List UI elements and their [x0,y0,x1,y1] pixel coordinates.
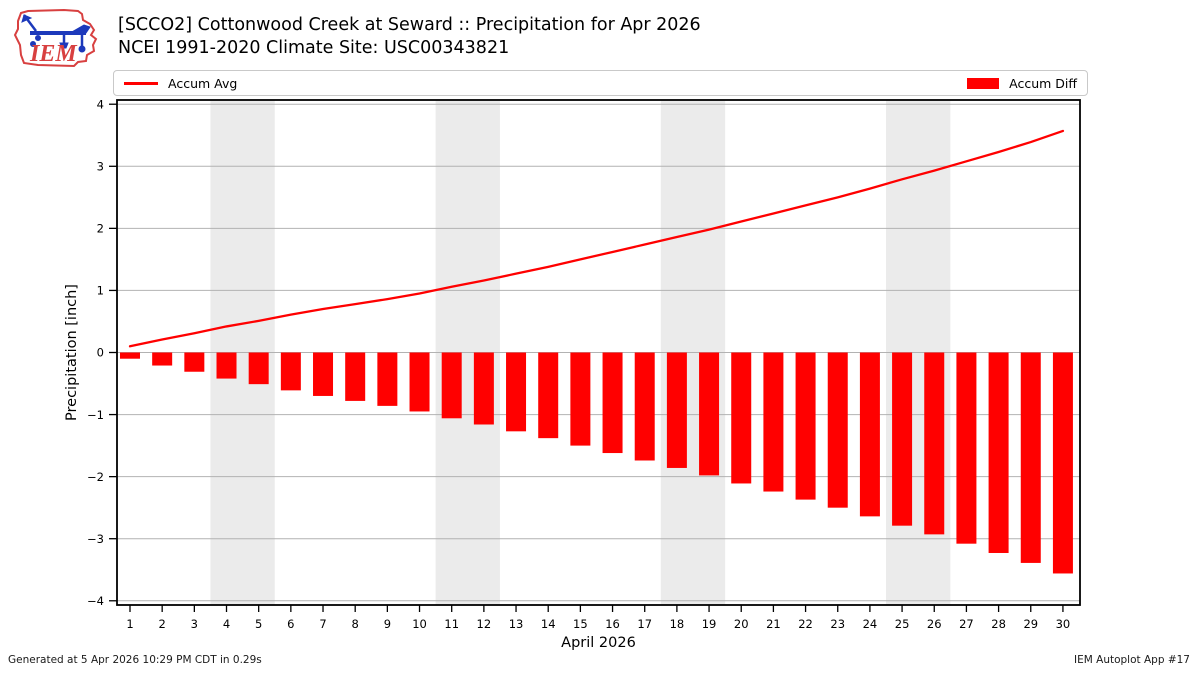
x-tick-label: 25 [895,617,910,631]
y-tick-label: 4 [97,97,104,111]
x-tick-label: 29 [1023,617,1038,631]
y-tick-label: 0 [97,346,104,360]
y-tick-label: 1 [97,284,104,298]
accum-diff-bar-day-24 [859,352,880,517]
y-tick-label: −4 [87,594,104,608]
accum-diff-bar-day-2 [152,352,173,366]
accum-diff-bar-day-10 [409,352,430,412]
accum-avg-line [128,129,1065,348]
x-tick-label: 23 [830,617,845,631]
accum-diff-bar-day-4 [216,352,237,379]
x-tick-label: 28 [991,617,1006,631]
accum-diff-bar-day-16 [602,352,623,454]
y-axis-title: Precipitation [inch] [64,284,80,421]
accum-diff-label: Accum Diff [1009,75,1077,91]
accum-diff-bar-day-15 [570,352,591,446]
x-axis-title: April 2026 [561,635,636,651]
autoplot-app-ref: IEM Autoplot App #17 [1074,654,1190,666]
y-tick-label: −1 [87,408,104,422]
accum-avg-label: Accum Avg [168,75,238,91]
accum-diff-bar-day-29 [1020,352,1041,563]
x-tick-label: 19 [702,617,717,631]
logo-iem-label: IEM [29,41,78,67]
x-tick-label: 5 [255,617,262,631]
x-tick-label: 26 [927,617,942,631]
x-tick-label: 2 [159,617,166,631]
accum-diff-bar-day-3 [184,352,205,372]
accum-diff-bar-day-1 [120,352,140,359]
accum-diff-bar-day-12 [473,352,494,425]
x-tick-label: 16 [605,617,620,631]
weather-vane-icon [21,14,91,53]
accum-diff-bar-day-14 [538,352,559,439]
y-tick-label: 2 [97,222,104,236]
y-tick-label: −2 [87,470,104,484]
x-tick-label: 10 [412,617,427,631]
accum-diff-bar-day-26 [924,352,945,535]
x-tick-label: 7 [319,617,326,631]
accum-diff-bar-day-30 [1052,352,1073,574]
accum-diff-bar-day-22 [795,352,816,500]
generated-timestamp: Generated at 5 Apr 2026 10:29 PM CDT in … [8,654,262,666]
x-tick-label: 4 [223,617,230,631]
accum-diff-bar-day-8 [345,352,366,401]
accum-diff-bar-day-18 [666,352,687,468]
accum-diff-bar-day-27 [956,352,977,544]
y-tick-label: −3 [87,532,104,546]
accum-avg-line-swatch-icon [124,81,158,85]
x-tick-label: 14 [541,617,556,631]
x-tick-label: 30 [1056,617,1071,631]
x-tick-label: 6 [287,617,294,631]
accum-diff-bar-day-23 [827,352,848,508]
x-tick-label: 18 [670,617,685,631]
legend-entry-accum-avg: Accum Avg [124,76,237,91]
accum-diff-bar-day-11 [441,352,462,419]
accum-diff-bar-day-6 [280,352,301,391]
x-tick-label: 21 [766,617,781,631]
x-tick-label: 3 [191,617,198,631]
accum-diff-bar-day-20 [731,352,752,484]
accum-diff-bar-day-25 [892,352,913,526]
x-tick-label: 12 [477,617,492,631]
x-tick-label: 13 [509,617,524,631]
header: IEM [SCCO2] Cottonwood Creek at Seward :… [0,0,1200,68]
accum-diff-bar-day-13 [506,352,527,432]
chart-subtitle: NCEI 1991-2020 Climate Site: USC00343821 [118,38,510,59]
x-tick-label: 9 [384,617,391,631]
x-tick-label: 11 [444,617,459,631]
accum-diff-bar-day-7 [313,352,334,396]
accum-diff-bar-day-17 [634,352,655,461]
x-tick-label: 24 [863,617,878,631]
x-tick-label: 15 [573,617,588,631]
accum-diff-patch-swatch-icon [967,77,1000,89]
legend: Accum Avg Accum Diff [113,70,1088,96]
x-tick-label: 22 [798,617,813,631]
accum-diff-bar-day-19 [699,352,720,476]
accum-diff-bar-day-28 [988,352,1009,553]
accum-diff-bar-day-5 [248,352,269,385]
y-tick-label: 3 [97,159,104,173]
x-tick-label: 20 [734,617,749,631]
legend-entry-accum-diff: Accum Diff [967,76,1077,91]
accum-diff-bar-day-21 [763,352,784,492]
chart-title: [SCCO2] Cottonwood Creek at Seward :: Pr… [118,15,701,35]
x-tick-label: 27 [959,617,974,631]
iowa-outline-icon [13,8,98,68]
accum-diff-bar-day-9 [377,352,398,406]
x-tick-label: 8 [352,617,359,631]
x-tick-label: 17 [637,617,652,631]
iem-logo: IEM [13,8,98,68]
x-tick-label: 1 [126,617,133,631]
